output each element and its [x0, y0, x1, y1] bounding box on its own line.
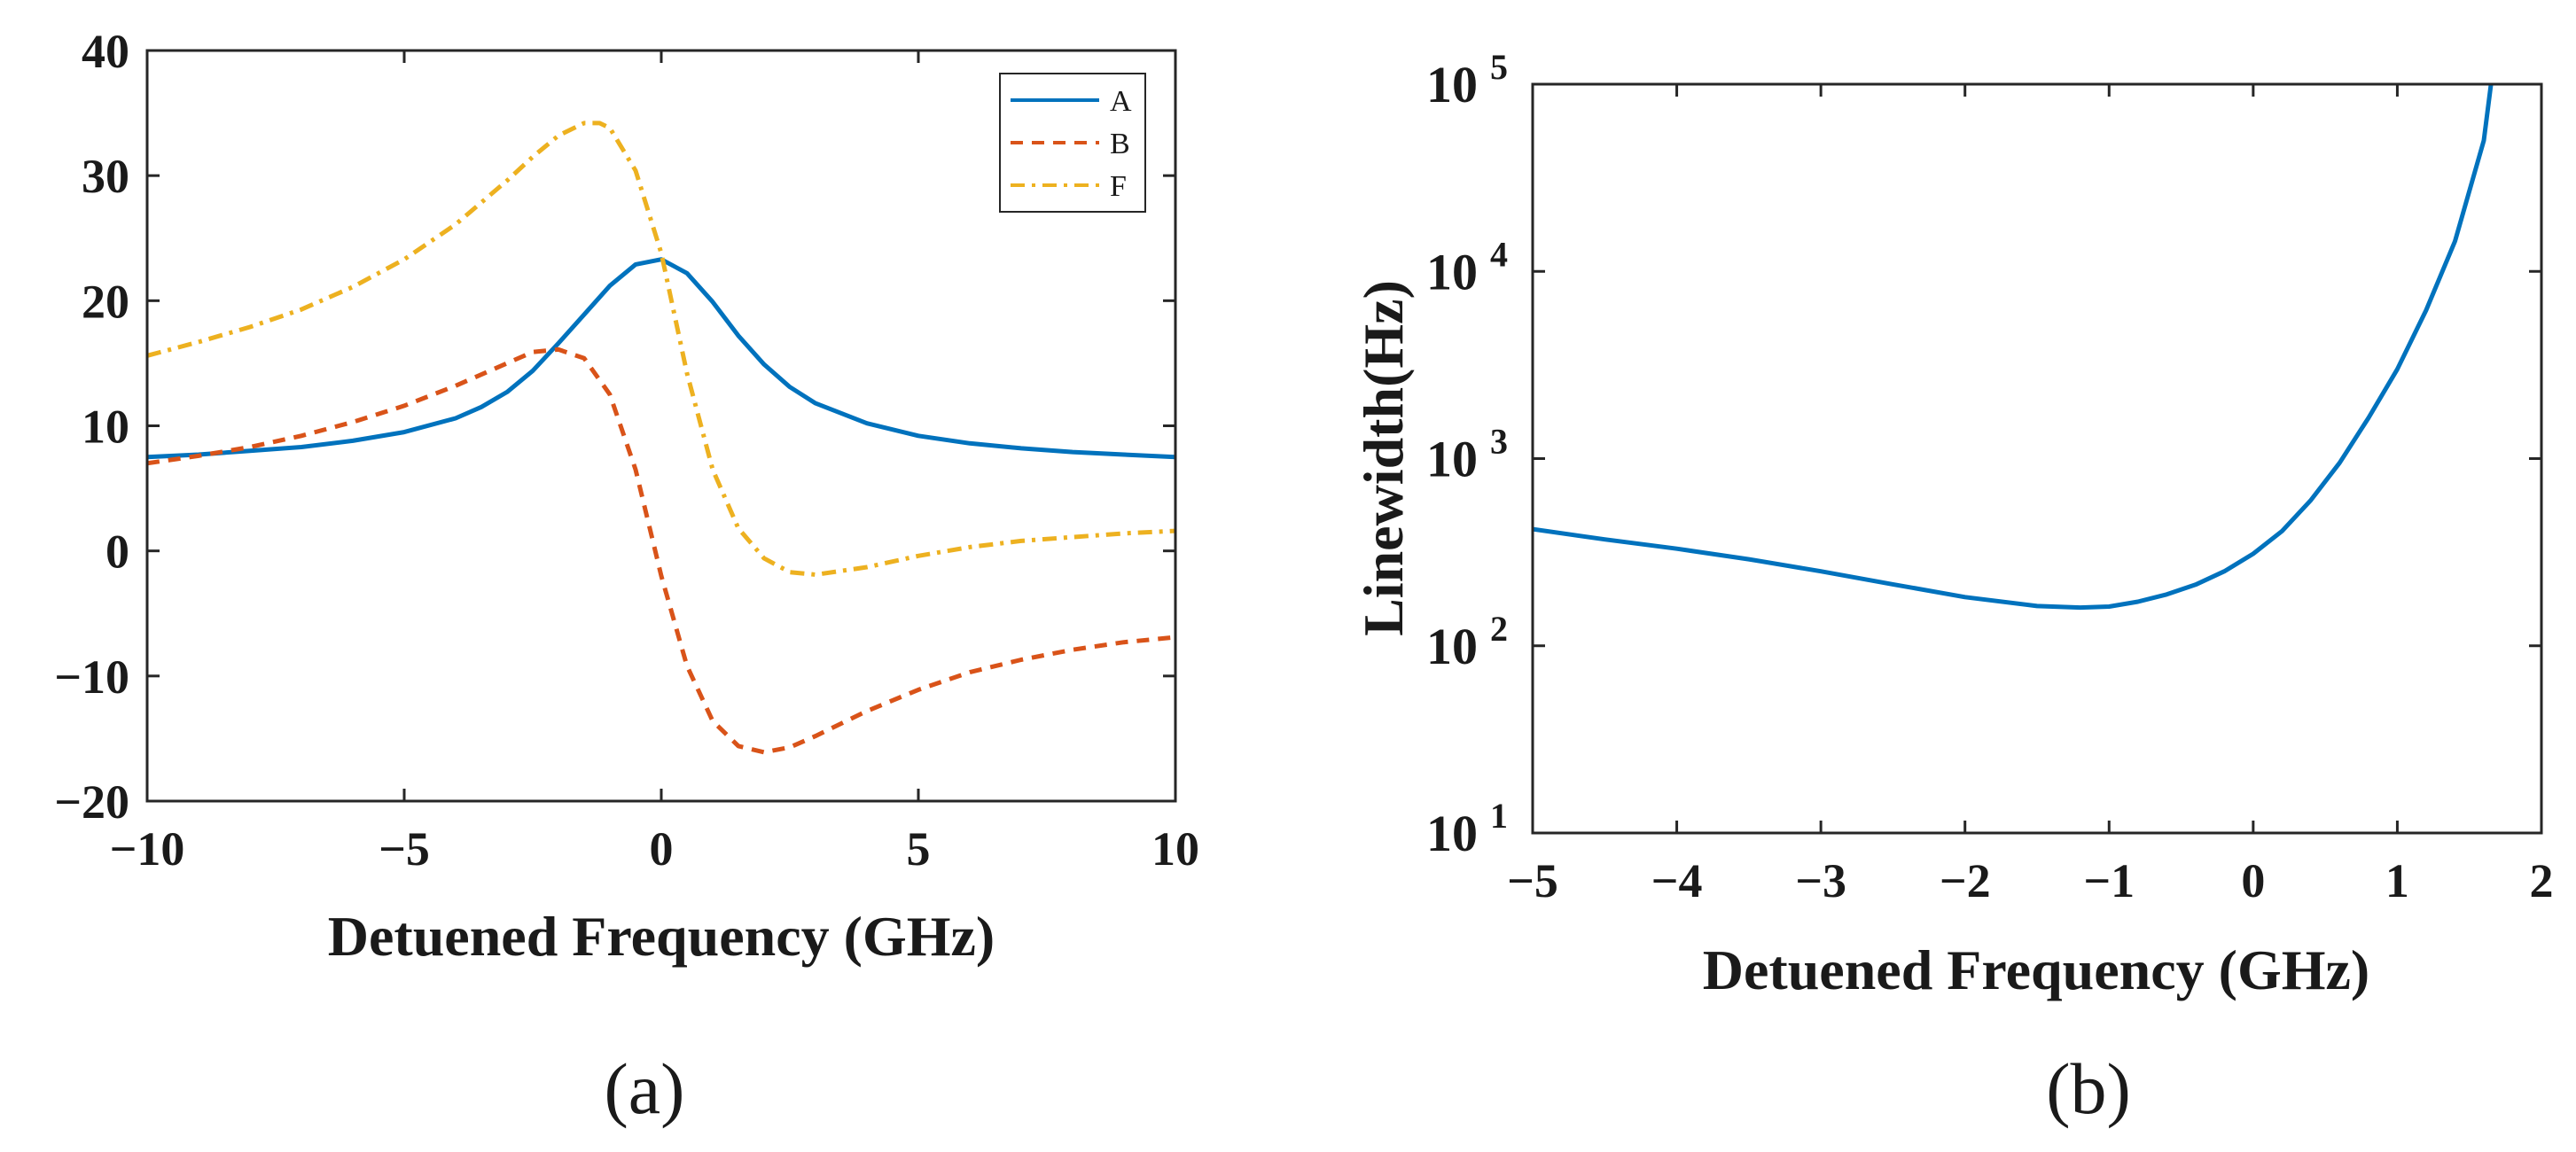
x-tick-label: 0 — [650, 822, 674, 876]
series-line-b — [147, 346, 1175, 755]
y-tick-label: 10 — [1426, 56, 1478, 113]
panel-caption-a: (a) — [604, 1048, 684, 1129]
y-tick-label: 10 — [1426, 431, 1478, 488]
y-tick-label: 0 — [105, 525, 129, 579]
x-tick-label: −4 — [1651, 854, 1703, 907]
series-line-linewidth — [1533, 84, 2494, 611]
x-tick-label: 5 — [907, 822, 931, 876]
x-tick-label: −1 — [2083, 854, 2135, 907]
y-tick-label: 30 — [82, 150, 129, 203]
legend-a: ABF — [999, 73, 1146, 213]
y-tick-label: 10 — [82, 401, 129, 454]
y-tick-exponent: 5 — [1490, 47, 1508, 87]
series-layer-a — [147, 121, 1175, 755]
x-tick-label: −2 — [1940, 854, 1991, 907]
legend-box — [999, 73, 1146, 213]
chart-panel-b: −5 −4 −3 −2 −1 0 1 2 10 1 10 2 10 3 10 4 10 5 Detuened Fr… — [1352, 47, 2554, 1129]
x-axis-title-b: Detuened Frequency (GHz) — [1703, 938, 2369, 1001]
x-tick-label: 0 — [2241, 854, 2265, 907]
x-tick-label: −5 — [1507, 854, 1558, 907]
x-tick-label: −5 — [379, 822, 430, 876]
y-tick-exponent: 3 — [1490, 422, 1508, 462]
y-tick-label: 20 — [82, 275, 129, 328]
x-tick-label: 2 — [2530, 854, 2554, 907]
plot-area-b — [1533, 84, 2541, 833]
x-axis-title-a: Detuened Frequency (GHz) — [328, 905, 995, 968]
series-layer-b — [1533, 84, 2494, 611]
y-tick-label: −20 — [54, 775, 129, 829]
x-tick-label: 1 — [2385, 854, 2409, 907]
y-tick-label: 10 — [1426, 243, 1478, 300]
y-tick-exponent: 2 — [1490, 609, 1508, 649]
legend-label-b: B — [1110, 128, 1130, 160]
y-tick-exponent: 4 — [1490, 234, 1508, 274]
x-tick-label: −10 — [110, 822, 185, 876]
legend-label-a: A — [1110, 85, 1132, 118]
y-tick-label: −10 — [54, 650, 129, 704]
y-tick-label: 40 — [82, 25, 129, 78]
series-line-f — [147, 121, 1175, 577]
tick-layer-b: −5 −4 −3 −2 −1 0 1 2 10 1 10 2 10 3 10 4 10 5 — [1426, 47, 2554, 907]
series-line-a — [147, 257, 1175, 460]
y-tick-exponent: 1 — [1490, 796, 1508, 836]
y-tick-label: 10 — [1426, 805, 1478, 862]
y-tick-label: 10 — [1426, 618, 1478, 675]
x-tick-label: 10 — [1151, 822, 1199, 876]
panel-caption-b: (b) — [2046, 1048, 2131, 1129]
x-tick-label: −3 — [1795, 854, 1846, 907]
y-axis-title-b: Linewidth(Hz) — [1352, 280, 1415, 636]
legend-label-f: F — [1110, 170, 1127, 203]
